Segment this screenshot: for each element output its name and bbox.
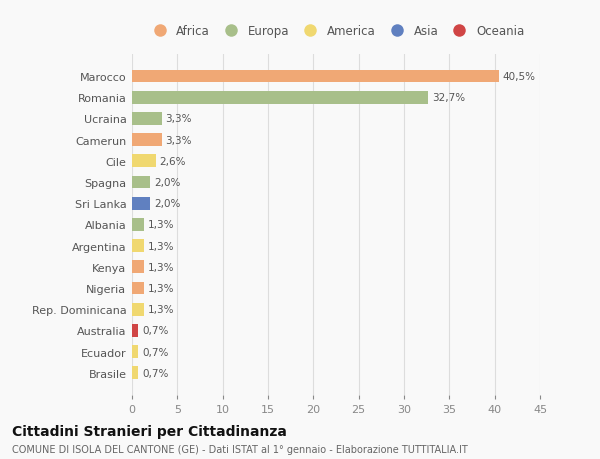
Bar — [132, 71, 499, 83]
Bar — [132, 197, 150, 210]
Text: 3,3%: 3,3% — [166, 114, 192, 124]
Legend: Africa, Europa, America, Asia, Oceania: Africa, Europa, America, Asia, Oceania — [143, 20, 529, 43]
Bar — [132, 218, 144, 231]
Text: 2,0%: 2,0% — [154, 178, 180, 188]
Text: 1,3%: 1,3% — [148, 283, 174, 293]
Bar — [132, 92, 428, 104]
Bar — [132, 240, 144, 252]
Text: 0,7%: 0,7% — [142, 347, 169, 357]
Text: 2,0%: 2,0% — [154, 199, 180, 209]
Text: 0,7%: 0,7% — [142, 326, 169, 336]
Text: 1,3%: 1,3% — [148, 262, 174, 272]
Text: 3,3%: 3,3% — [166, 135, 192, 146]
Bar — [132, 346, 139, 358]
Bar — [132, 113, 162, 125]
Bar — [132, 134, 162, 147]
Text: 1,3%: 1,3% — [148, 220, 174, 230]
Bar — [132, 325, 139, 337]
Bar — [132, 303, 144, 316]
Text: 1,3%: 1,3% — [148, 304, 174, 314]
Text: 2,6%: 2,6% — [159, 157, 186, 167]
Bar — [132, 367, 139, 379]
Bar — [132, 176, 150, 189]
Bar — [132, 155, 155, 168]
Text: 32,7%: 32,7% — [432, 93, 465, 103]
Text: 40,5%: 40,5% — [503, 72, 536, 82]
Text: COMUNE DI ISOLA DEL CANTONE (GE) - Dati ISTAT al 1° gennaio - Elaborazione TUTTI: COMUNE DI ISOLA DEL CANTONE (GE) - Dati … — [12, 444, 468, 454]
Text: 1,3%: 1,3% — [148, 241, 174, 251]
Bar — [132, 261, 144, 274]
Text: Cittadini Stranieri per Cittadinanza: Cittadini Stranieri per Cittadinanza — [12, 425, 287, 438]
Bar — [132, 282, 144, 295]
Text: 0,7%: 0,7% — [142, 368, 169, 378]
